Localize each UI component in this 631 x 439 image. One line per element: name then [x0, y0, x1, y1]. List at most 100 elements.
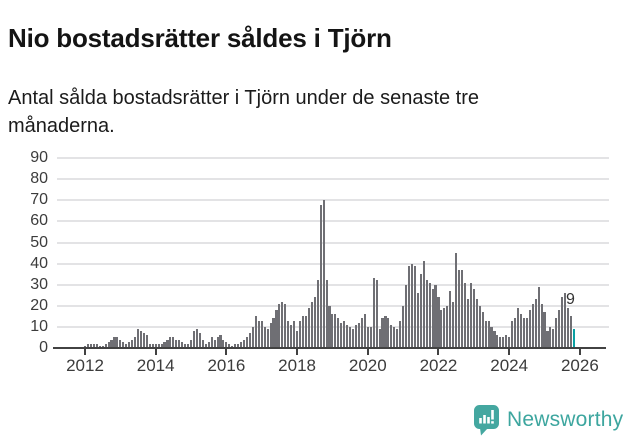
newsworthy-brand-link[interactable]: Newsworthy — [474, 403, 624, 437]
bar — [360, 318, 363, 348]
bar — [195, 329, 198, 348]
bar — [357, 322, 360, 348]
bar — [240, 341, 243, 348]
bar — [519, 314, 523, 348]
bar — [145, 335, 148, 348]
y-tick-label-30: 30 — [30, 275, 48, 293]
bar — [537, 286, 540, 348]
bar — [458, 269, 461, 348]
x-tick-label-2018: 2018 — [278, 356, 316, 375]
bar — [122, 341, 125, 348]
bar — [461, 269, 464, 348]
bar — [505, 335, 508, 348]
bar — [407, 265, 411, 348]
y-tick-label-90: 90 — [30, 149, 48, 167]
gridline-y-40 — [57, 262, 609, 265]
bar — [216, 337, 219, 348]
y-tick-label-50: 50 — [30, 233, 48, 251]
bar — [101, 345, 104, 348]
gridline-y-90 — [57, 157, 609, 160]
bar — [437, 297, 440, 348]
bar — [296, 331, 299, 348]
bar — [522, 318, 525, 348]
bar — [222, 339, 225, 348]
bar — [254, 316, 257, 348]
bar — [207, 341, 210, 348]
bar — [95, 343, 98, 348]
bar — [257, 320, 260, 348]
bar — [278, 303, 281, 348]
bar — [325, 280, 328, 348]
bar — [213, 339, 216, 348]
bar — [231, 345, 234, 348]
bar — [428, 282, 431, 348]
bar — [416, 293, 419, 348]
bar — [561, 297, 564, 348]
bar — [499, 337, 502, 348]
bar — [86, 343, 89, 348]
bar — [251, 326, 254, 348]
gridline-y-50 — [57, 241, 609, 244]
bar — [157, 343, 160, 348]
bar — [543, 312, 546, 348]
x-tick-2018 — [296, 349, 299, 355]
bar — [525, 318, 528, 348]
bar — [172, 337, 175, 348]
bar — [139, 331, 142, 348]
bar — [248, 333, 251, 348]
bar — [142, 333, 145, 348]
bar — [128, 341, 131, 348]
gridline-y-60 — [57, 220, 609, 223]
bar — [570, 316, 573, 348]
bar — [549, 326, 552, 348]
bar — [387, 318, 390, 348]
bar — [198, 333, 201, 348]
bar — [443, 307, 446, 348]
brand-wordmark: Newsworthy — [507, 408, 624, 431]
bar — [516, 307, 520, 348]
x-tick-2022 — [437, 349, 440, 355]
bar — [481, 312, 484, 348]
bar — [281, 301, 284, 348]
bar — [237, 343, 240, 348]
bar — [490, 326, 493, 348]
bar — [396, 329, 399, 348]
bar — [119, 339, 122, 348]
bar — [402, 305, 405, 348]
logo-bar-3 — [487, 416, 490, 423]
bar — [110, 339, 113, 348]
newsworthy-logo-icon — [474, 404, 499, 436]
bar — [366, 326, 369, 348]
bar — [178, 339, 181, 348]
gridline-y-20 — [57, 304, 609, 307]
bar — [567, 307, 570, 348]
bar — [419, 274, 422, 348]
x-tick-2024 — [508, 349, 511, 355]
bar — [113, 337, 116, 348]
bar — [455, 253, 458, 348]
bar — [189, 339, 193, 348]
x-tick-2012 — [84, 349, 86, 355]
bar — [269, 322, 272, 348]
logo-exclamation-dot — [491, 420, 494, 424]
bar — [328, 305, 331, 348]
x-tick-label-2012: 2012 — [66, 356, 104, 375]
bar — [98, 345, 101, 348]
bar — [393, 326, 396, 348]
bar — [508, 337, 511, 348]
bar — [284, 303, 287, 348]
bar — [493, 331, 496, 348]
y-tick-label-20: 20 — [30, 296, 48, 314]
gridline-y-30 — [57, 283, 609, 286]
bar — [89, 343, 92, 348]
bar — [136, 329, 140, 348]
bar — [210, 337, 213, 348]
bar — [187, 343, 190, 348]
bar — [107, 341, 110, 348]
x-tick-2016 — [225, 349, 228, 355]
bar — [310, 301, 313, 348]
bar — [331, 314, 334, 348]
bar — [440, 310, 443, 348]
bar — [390, 324, 393, 348]
